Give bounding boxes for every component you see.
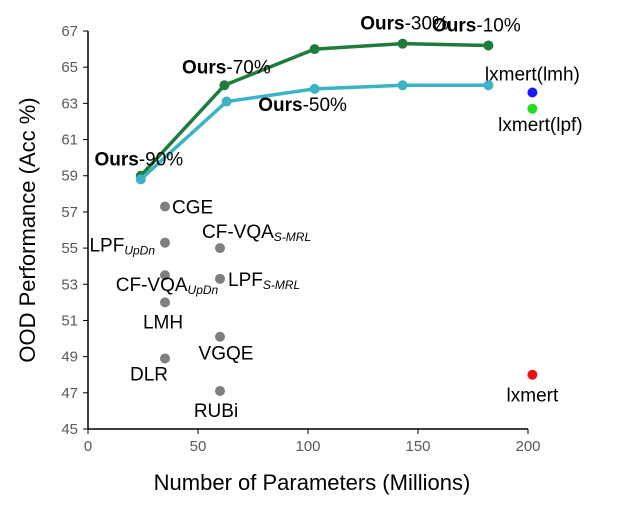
baseline-label-subscript: UpDn: [124, 244, 155, 258]
series-point-label-bold: Ours: [258, 95, 302, 116]
baseline-point: [160, 353, 170, 364]
x-tick-label: 50: [190, 438, 207, 455]
y-tick-label: 47: [61, 385, 78, 402]
baseline-point: [215, 331, 225, 342]
axes: 0 50 100 150 200 45 47 49 51 53 55 57 59 61 63 65 67: [61, 23, 540, 455]
series-point-label: Ours-70%: [182, 57, 271, 78]
baseline-point: [215, 386, 225, 397]
baseline-label: lxmert(lpf): [498, 115, 582, 136]
series-point-label-bold: Ours: [360, 14, 404, 35]
baseline-label-main: lxmert(lpf): [498, 115, 582, 136]
y-axis-title: OOD Performance (Acc %): [15, 97, 40, 362]
baseline-label-main: LMH: [143, 312, 183, 333]
y-tick-label: 45: [61, 421, 78, 438]
y-tick-label: 57: [61, 204, 78, 221]
series-point-label-bold: Ours: [432, 15, 476, 36]
series-point-label: Ours-30%: [360, 14, 449, 35]
series-point-label-rest: -90%: [139, 150, 183, 171]
baseline-label-main: CGE: [172, 197, 213, 218]
baseline-label: LMH: [143, 312, 183, 333]
y-tick-label: 49: [61, 349, 78, 366]
series-point-label-bold: Ours: [182, 57, 226, 78]
baseline-point: [160, 201, 170, 212]
baseline-label: RUBi: [194, 401, 238, 422]
baseline-point: [160, 297, 170, 308]
series-point-label-bold: Ours: [94, 150, 138, 171]
x-tick-label: 100: [295, 438, 320, 455]
series-1-point: [219, 80, 230, 91]
y-tick-label: 65: [61, 59, 78, 76]
baseline-label-subscript: UpDn: [188, 283, 219, 297]
baseline-point: [160, 237, 170, 248]
y-tick-label: 61: [61, 132, 78, 149]
baseline-label-subscript: S-MRL: [263, 278, 300, 292]
x-tick-label: 0: [84, 438, 92, 455]
label-layer: Ours-90%Ours-70%Ours-30%Ours-10%Ours-50%…: [89, 14, 582, 422]
baseline-label-main: VGQE: [199, 344, 254, 365]
series-point-label: Ours-50%: [258, 95, 347, 116]
baseline-label: LPFUpDn: [89, 236, 155, 258]
baseline-label-subscript: S-MRL: [274, 230, 311, 244]
baseline-label-main: lxmert(lmh): [485, 65, 580, 86]
y-tick-label: 67: [61, 23, 78, 40]
y-tick-label: 53: [61, 276, 78, 293]
baseline-label: CGE: [172, 197, 213, 218]
baseline-label: LPFS-MRL: [228, 270, 300, 292]
x-tick-label: 150: [405, 438, 430, 455]
baseline-label-main: lxmert: [507, 386, 559, 407]
baseline-label-main: RUBi: [194, 401, 238, 422]
baseline-label: DLR: [130, 364, 168, 385]
series-point-label-rest: -50%: [303, 95, 347, 116]
series-point-label-rest: -30%: [405, 14, 449, 35]
baseline-layer: [160, 87, 538, 397]
series-point-label: Ours-90%: [94, 150, 183, 171]
series-point-label-rest: -70%: [226, 57, 270, 78]
series-layer: [135, 38, 494, 185]
baseline-label-main: DLR: [130, 364, 168, 385]
series-1-point: [483, 40, 494, 51]
baseline-point: [160, 270, 170, 281]
series-2-point: [309, 83, 320, 94]
baseline-point: [215, 273, 225, 284]
x-tick-label: 200: [515, 438, 540, 455]
baseline-point: [215, 243, 225, 254]
series-2-point: [397, 80, 408, 91]
baseline-label-main: CF-VQA: [116, 275, 188, 296]
baseline-label-main: LPF: [228, 270, 263, 291]
x-axis-title: Number of Parameters (Millions): [154, 470, 471, 495]
baseline-label-main: CF-VQA: [202, 222, 274, 243]
baseline-point: [527, 87, 538, 98]
y-tick-label: 55: [61, 240, 78, 257]
baseline-point: [527, 103, 538, 114]
series-2-point: [135, 174, 146, 185]
baseline-label: lxmert: [507, 386, 559, 407]
series-1-point: [309, 44, 320, 55]
baseline-label-main: LPF: [89, 236, 124, 257]
baseline-label: CF-VQAUpDn: [116, 275, 219, 297]
baseline-label: CF-VQAS-MRL: [202, 222, 311, 244]
series-1-point: [397, 38, 408, 49]
series-2-point: [483, 80, 494, 91]
y-tick-label: 51: [61, 312, 78, 329]
y-tick-label: 63: [61, 95, 78, 112]
series-point-label: Ours-10%: [432, 15, 521, 36]
baseline-label: lxmert(lmh): [485, 65, 580, 86]
y-tick-label: 59: [61, 168, 78, 185]
baseline-label: VGQE: [199, 344, 254, 365]
series-2-point: [221, 96, 232, 107]
baseline-point: [527, 369, 538, 380]
series-point-label-rest: -10%: [476, 15, 520, 36]
